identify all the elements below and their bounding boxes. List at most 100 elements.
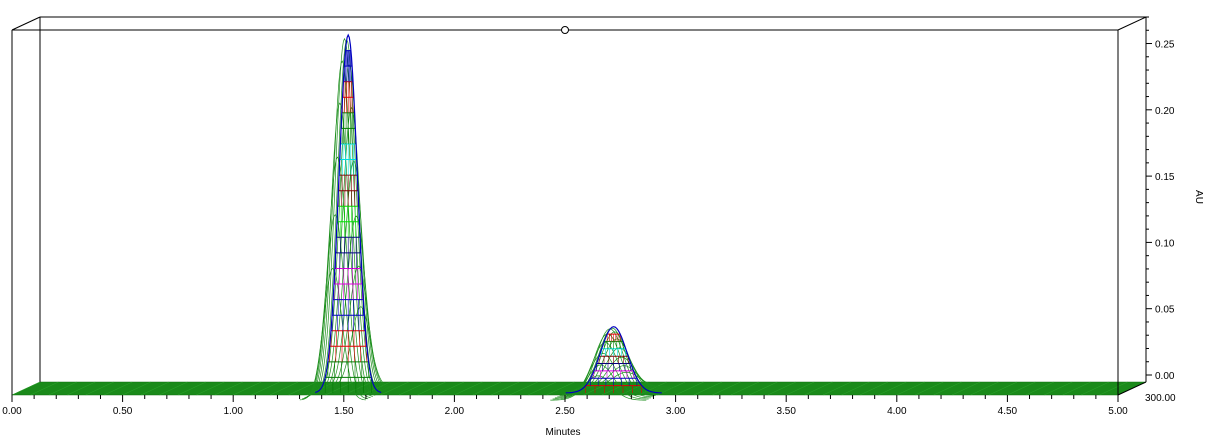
floor-mesh-line (786, 381, 815, 396)
x-tick-label: 4.50 (998, 406, 1018, 417)
floor-mesh-line (233, 381, 262, 396)
floor-mesh-line (675, 381, 704, 396)
floor-mesh-line (104, 381, 133, 396)
floor-mesh-line (583, 381, 612, 396)
floor-mesh-line (85, 381, 114, 396)
y-tick-label: 0.10 (1155, 238, 1175, 249)
floor-mesh-line (859, 381, 889, 396)
scan-slice (571, 347, 668, 391)
floor-mesh-line (767, 381, 796, 396)
x-tick-label: 1.00 (223, 406, 243, 417)
scan-slice (325, 265, 392, 389)
floor-mesh-line (804, 381, 833, 396)
peak-outline (565, 326, 662, 394)
plot-box (11, 16, 1147, 396)
floor-mesh-line (454, 381, 483, 396)
scan-slice (302, 214, 369, 400)
floor-mesh-line (1007, 381, 1036, 396)
floor-mesh-line (896, 381, 925, 396)
top-left-depth-edge (11, 16, 41, 31)
x-axis: 0.00 0.50 1.00 1.50 2.00 2.50 3.00 3.50 4.00 4.50… (2, 395, 1128, 417)
floor-mesh-line (1044, 381, 1073, 396)
floor-mesh-line (67, 381, 96, 396)
floor-mesh-line (269, 381, 299, 396)
floor-mesh-line (951, 381, 981, 396)
top-right-depth-edge (1117, 16, 1147, 31)
floor-mesh-line (122, 381, 151, 396)
bottom-right-depth-edge (1117, 381, 1147, 396)
x-tick-label: 2.00 (445, 406, 465, 417)
floor-mesh-line (11, 381, 41, 396)
floor-mesh-line (1099, 381, 1128, 396)
y-tick-label: 0.15 (1155, 172, 1175, 183)
y-axis: 0.00 0.05 0.10 0.15 0.20 0.25 (1146, 16, 1175, 382)
x-tick-label: 0.00 (2, 406, 22, 417)
floor-mesh-line (712, 381, 741, 396)
x-axis-label: Minutes (545, 427, 580, 438)
floor-mesh-line (288, 381, 317, 396)
floor-mesh-line (380, 381, 409, 396)
floor-mesh-line (988, 381, 1018, 396)
scan-slice (323, 215, 390, 390)
scan-slice (311, 37, 378, 395)
floor-mesh-line (214, 381, 243, 396)
floor-mesh-line (546, 381, 575, 396)
peak-outline (315, 33, 382, 393)
x-tick-label: 2.50 (555, 406, 575, 417)
cursor-marker[interactable] (561, 26, 569, 34)
x-tick-label: 0.50 (113, 406, 133, 417)
y-tick-label: 0.20 (1155, 106, 1175, 117)
floor-mesh-line (878, 381, 907, 396)
floor-mesh-line (933, 381, 962, 396)
scan-slice (318, 106, 385, 392)
scan-slice (573, 356, 670, 390)
floor-mesh-line (196, 381, 225, 396)
x-tick-label: 3.00 (666, 406, 686, 417)
x-tick-label: 4.00 (887, 406, 907, 417)
y-tick-label: 0.05 (1155, 305, 1175, 316)
floor-mesh-line (1062, 381, 1091, 396)
floor-mesh-line (693, 381, 723, 396)
scan-slice (309, 60, 376, 396)
floor-mesh-line (1025, 381, 1054, 396)
floor-mesh-line (730, 381, 760, 396)
scan-slice (552, 364, 649, 400)
floor-mesh-line (491, 381, 520, 396)
floor-mesh-line (30, 381, 59, 396)
floor-mesh-line (398, 381, 428, 396)
scan-slice (568, 338, 665, 392)
y-tick-label: 0.25 (1155, 40, 1175, 51)
floor-mesh-line (48, 381, 77, 396)
floor-mesh-line (822, 381, 852, 396)
floor-mesh-line (970, 381, 999, 396)
floor-mesh-line (601, 381, 630, 396)
floor-mesh-line (177, 381, 207, 396)
scan-slice (304, 156, 371, 398)
scan-slice (306, 102, 373, 397)
floor-mesh-line (841, 381, 870, 396)
scan-slice (550, 375, 647, 401)
floor-mesh-line (140, 381, 170, 396)
wireframe-mesh (299, 33, 675, 401)
scan-slice (554, 353, 651, 399)
floor-mesh-line (749, 381, 778, 396)
floor-mesh-line (1081, 381, 1110, 396)
floor-mesh-line (159, 381, 188, 396)
floor-mesh-line (528, 381, 557, 396)
y-axis-label: AU (1193, 190, 1204, 204)
floor-mesh-line (325, 381, 354, 396)
floor-mesh-line (509, 381, 538, 396)
scan-slice (299, 267, 366, 401)
x-tick-label: 3.50 (776, 406, 796, 417)
floor-mesh-line (251, 381, 280, 396)
y-tick-label: 0.00 (1155, 371, 1175, 382)
floor-mesh-line (435, 381, 465, 396)
x-tick-label: 1.50 (334, 406, 354, 417)
depth-tick-label: 300.00 (1145, 393, 1176, 404)
floor-mesh-line (472, 381, 501, 396)
floor-mesh-line (915, 381, 944, 396)
x-tick-label: 5.00 (1108, 406, 1128, 417)
scan-slice (327, 306, 394, 388)
